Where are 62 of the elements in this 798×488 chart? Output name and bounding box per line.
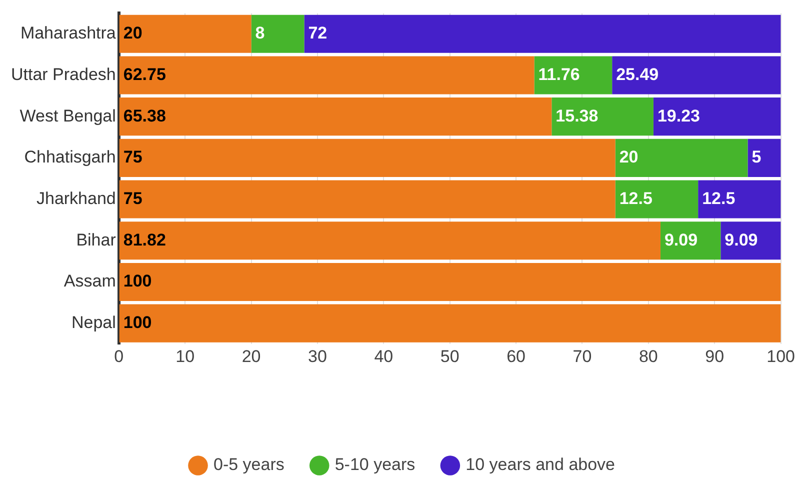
- data-label: 12.5: [702, 188, 736, 208]
- bar: [552, 98, 654, 136]
- bar: [660, 222, 721, 260]
- data-label: 25.49: [616, 64, 659, 84]
- legend-label: 10 years and above: [466, 455, 616, 474]
- x-tick-label: 70: [572, 346, 592, 366]
- x-tick-label: 50: [440, 346, 460, 366]
- x-tick-label: 30: [308, 346, 327, 366]
- legend-label: 0-5 years: [213, 455, 284, 474]
- x-tick-label: 10: [176, 346, 195, 366]
- bar: [119, 98, 552, 136]
- bar: [119, 304, 781, 342]
- data-label: 5: [752, 148, 762, 167]
- data-label: 9.09: [664, 230, 698, 250]
- data-label: 62.75: [123, 64, 166, 84]
- data-label: 8: [255, 24, 265, 43]
- bar: [119, 180, 616, 218]
- x-tick-label: 100: [766, 346, 796, 366]
- y-tick-label: Maharashtra: [20, 24, 116, 43]
- legend-label: 5-10 years: [334, 455, 416, 474]
- data-label: 72: [308, 24, 328, 43]
- x-tick-label: 20: [242, 346, 261, 366]
- bar: [119, 56, 534, 94]
- bar: [748, 138, 781, 177]
- data-label: 65.38: [123, 106, 166, 126]
- y-tick-label: West Bengal: [20, 106, 116, 126]
- bar: [119, 14, 252, 53]
- bar: [119, 222, 660, 260]
- data-label: 75: [123, 188, 142, 208]
- x-tick-label: 0: [114, 346, 124, 366]
- data-label: 20: [123, 24, 142, 43]
- data-label: 12.5: [619, 188, 652, 208]
- y-tick-label: Assam: [64, 272, 116, 291]
- bar: [612, 56, 781, 94]
- x-tick-label: 60: [506, 346, 526, 366]
- bar: [534, 56, 612, 94]
- bar: [653, 98, 781, 136]
- bar: [251, 14, 304, 53]
- y-tick-label: Nepal: [71, 313, 116, 332]
- x-tick-label: 40: [374, 346, 394, 366]
- y-tick-label: Jharkhand: [36, 188, 116, 208]
- y-tick-label: Bihar: [76, 230, 116, 250]
- data-label: 100: [123, 313, 152, 332]
- data-label: 11.76: [538, 64, 580, 84]
- bar: [698, 180, 781, 218]
- x-tick-label: 80: [638, 346, 658, 366]
- bar: [119, 262, 781, 301]
- bar: [720, 222, 781, 260]
- data-label: 19.23: [657, 106, 700, 126]
- y-tick-label: Uttar Pradesh: [10, 64, 116, 84]
- data-label: 9.09: [724, 230, 758, 250]
- data-label: 20: [619, 148, 638, 167]
- x-tick-label: 90: [705, 346, 724, 366]
- bar: [615, 138, 748, 177]
- data-label: 75: [123, 148, 142, 167]
- data-label: 100: [123, 272, 152, 291]
- data-label: 81.82: [123, 230, 166, 250]
- bar: [119, 138, 616, 177]
- y-tick-label: Chhatisgarh: [24, 148, 116, 167]
- bar: [304, 14, 781, 53]
- bar: [615, 180, 698, 218]
- data-label: 15.38: [556, 106, 598, 126]
